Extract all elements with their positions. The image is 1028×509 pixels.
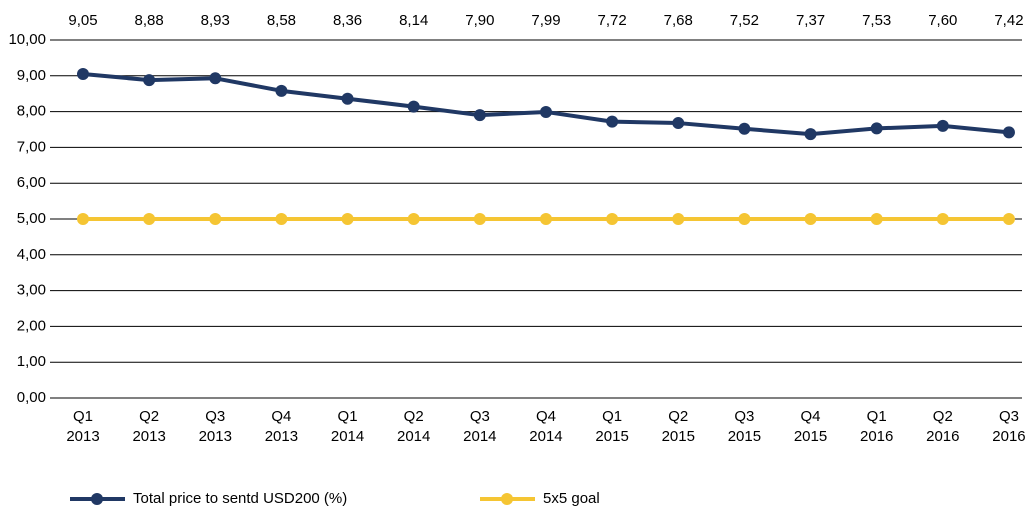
point xyxy=(1002,126,1015,139)
x-tick-label: Q1 2014 xyxy=(330,408,365,445)
point xyxy=(936,213,949,225)
point xyxy=(936,119,949,132)
x-tick-label: Q3 2014 xyxy=(463,408,497,445)
data-label: 7,72 xyxy=(598,12,627,29)
point xyxy=(143,213,156,225)
point xyxy=(275,213,288,225)
x-tick-label: Q2 2014 xyxy=(397,408,431,445)
point xyxy=(77,68,89,81)
y-tick-label: 3,00 xyxy=(17,282,46,299)
data-label: 8,58 xyxy=(267,12,296,29)
y-tick-label: 2,00 xyxy=(17,317,46,334)
data-label: 8,93 xyxy=(201,12,230,29)
data-label: 7,53 xyxy=(862,12,891,29)
point xyxy=(143,74,156,87)
y-tick-label: 4,00 xyxy=(17,246,46,263)
legend-marker xyxy=(501,493,513,505)
point xyxy=(870,213,883,225)
data-label: 7,90 xyxy=(465,12,494,29)
point xyxy=(738,122,751,135)
point xyxy=(473,213,486,225)
point xyxy=(341,213,354,225)
y-tick-label: 7,00 xyxy=(17,138,46,155)
data-label: 9,05 xyxy=(68,12,97,29)
x-tick-label: Q1 2013 xyxy=(66,408,100,445)
x-tick-label: Q4 2015 xyxy=(793,408,828,445)
y-tick-label: 8,00 xyxy=(17,103,46,120)
legend-marker xyxy=(91,493,103,505)
y-tick-label: 5,00 xyxy=(17,210,46,227)
data-label: 7,60 xyxy=(928,12,957,29)
y-tick-label: 9,00 xyxy=(17,67,46,84)
y-tick-label: 10,00 xyxy=(8,31,46,48)
y-tick-label: 0,00 xyxy=(17,389,46,406)
point xyxy=(738,213,751,225)
series-line xyxy=(82,72,1010,137)
data-label: 7,52 xyxy=(730,12,759,29)
point xyxy=(209,72,222,85)
point xyxy=(672,213,685,225)
x-tick-label: Q4 2013 xyxy=(264,408,299,445)
y-tick-label: 6,00 xyxy=(17,174,46,191)
point xyxy=(1002,213,1015,225)
x-tick-label: Q1 2015 xyxy=(595,408,629,445)
data-label: 8,36 xyxy=(333,12,362,29)
data-label: 7,68 xyxy=(664,12,693,29)
point xyxy=(473,109,486,122)
data-label: 8,88 xyxy=(135,12,164,29)
x-tick-label: Q4 2014 xyxy=(529,408,563,445)
point xyxy=(77,213,89,225)
data-label: 7,37 xyxy=(796,12,825,29)
point xyxy=(275,84,288,97)
x-tick-label: Q3 2013 xyxy=(198,408,232,445)
point xyxy=(539,213,552,225)
point xyxy=(407,100,420,113)
point xyxy=(804,213,817,225)
point xyxy=(539,105,552,118)
point xyxy=(407,213,420,225)
point xyxy=(870,122,883,135)
point xyxy=(341,92,354,105)
point xyxy=(606,213,619,225)
data-label: 7,99 xyxy=(531,12,560,29)
x-tick-label: Q3 2016 xyxy=(992,408,1026,445)
x-tick-label: Q2 2013 xyxy=(132,408,166,445)
data-label: 8,14 xyxy=(399,12,428,29)
data-label: 7,42 xyxy=(994,12,1023,29)
x-tick-label: Q3 2015 xyxy=(727,408,762,445)
y-tick-label: 1,00 xyxy=(17,353,46,370)
x-tick-label: Q1 2016 xyxy=(859,408,894,445)
x-tick-label: Q2 2015 xyxy=(661,408,695,445)
point xyxy=(209,213,222,225)
point xyxy=(672,117,685,130)
legend-label: 5x5 goal xyxy=(543,490,600,507)
point xyxy=(804,128,817,141)
point xyxy=(606,115,619,128)
x-tick-label: Q2 2016 xyxy=(926,408,960,445)
legend-label: Total price to sentd USD200 (%) xyxy=(133,490,347,507)
